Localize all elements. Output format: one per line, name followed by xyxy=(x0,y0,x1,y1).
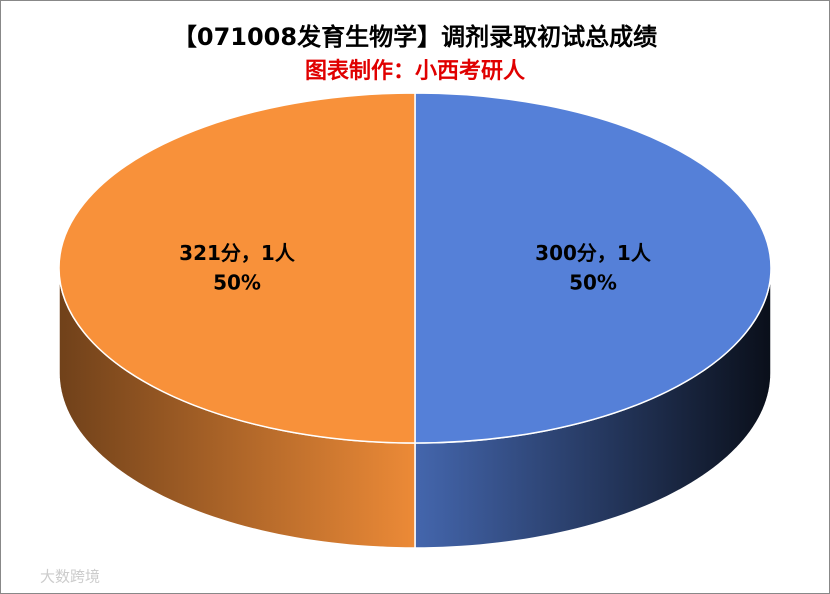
data-label-part: 1人 xyxy=(617,241,652,265)
data-label: 300分，1人 xyxy=(535,241,652,265)
data-label-part: ， xyxy=(241,241,261,265)
percent-label: 50% xyxy=(213,271,261,295)
watermark: 大数跨境 xyxy=(40,568,100,586)
data-label-part: ， xyxy=(597,241,617,265)
data-label-part: 1人 xyxy=(261,241,296,265)
data-label: 321分，1人 xyxy=(179,241,296,265)
chart-title: 【071008发育生物学】调剂录取初试总成绩 xyxy=(173,23,657,51)
chart-subtitle: 图表制作：小西考研人 xyxy=(305,59,525,84)
data-label-part: 321分 xyxy=(179,241,241,265)
pie-slice xyxy=(414,92,772,444)
percent-label: 50% xyxy=(569,271,617,295)
pie-slice xyxy=(58,92,416,444)
data-label-part: 300分 xyxy=(535,241,597,265)
